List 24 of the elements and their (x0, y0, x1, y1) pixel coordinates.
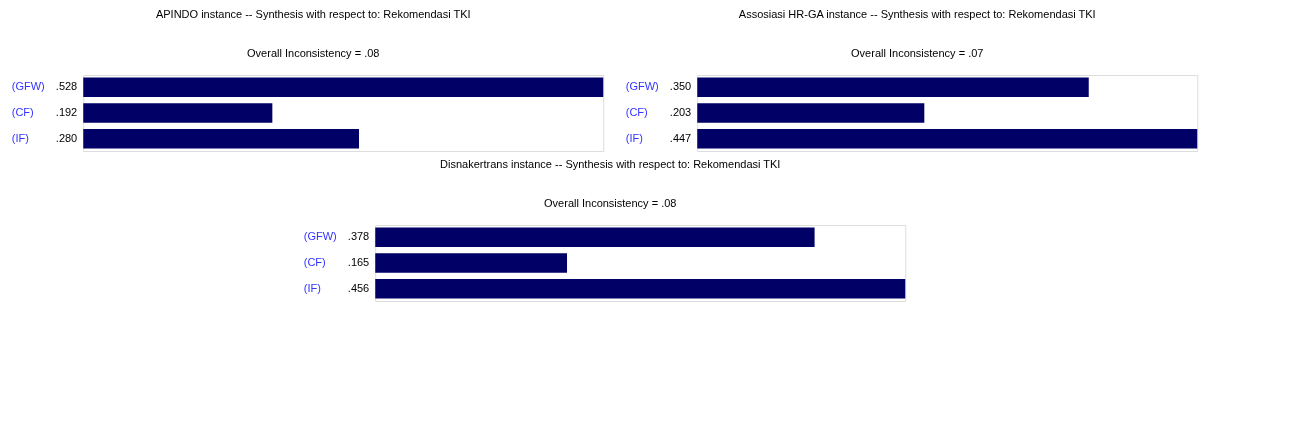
chart-subtitle: Overall Inconsistency = .07 (851, 47, 984, 59)
y-tick-label: (CF) (11, 106, 34, 118)
chart-title: Assosiasi HR-GA instance -- Synthesis with respect to: Rekomendasi TKI (738, 8, 1096, 20)
y-tick-label: (CF) (625, 106, 648, 118)
y-tick-label: (GFW) (11, 80, 45, 93)
chart-title: APINDO instance -- Synthesis with respect to: Rekomendasi TKI (155, 8, 471, 20)
data-label: .456 (347, 281, 370, 294)
y-tick-label: (IF) (11, 131, 29, 144)
data-label: .350 (669, 80, 692, 93)
y-tick-label: (IF) (625, 131, 643, 144)
data-label: .203 (669, 106, 692, 118)
data-label: .447 (669, 131, 692, 144)
data-label: .378 (347, 230, 370, 243)
y-tick-label: (IF) (303, 281, 321, 294)
data-label: .165 (347, 256, 370, 268)
chart-subtitle: Overall Inconsistency = .08 (544, 197, 677, 209)
y-tick-label: (GFW) (303, 230, 337, 243)
data-label: .192 (55, 106, 78, 118)
data-label: .280 (55, 131, 78, 144)
data-label: .528 (55, 80, 78, 93)
chart-title: Disnakertrans instance -- Synthesis with respect to: Rekomendasi TKI (440, 158, 781, 170)
y-tick-label: (CF) (303, 256, 326, 268)
chart-subtitle: Overall Inconsistency = .08 (247, 47, 380, 59)
y-tick-label: (GFW) (625, 80, 659, 93)
